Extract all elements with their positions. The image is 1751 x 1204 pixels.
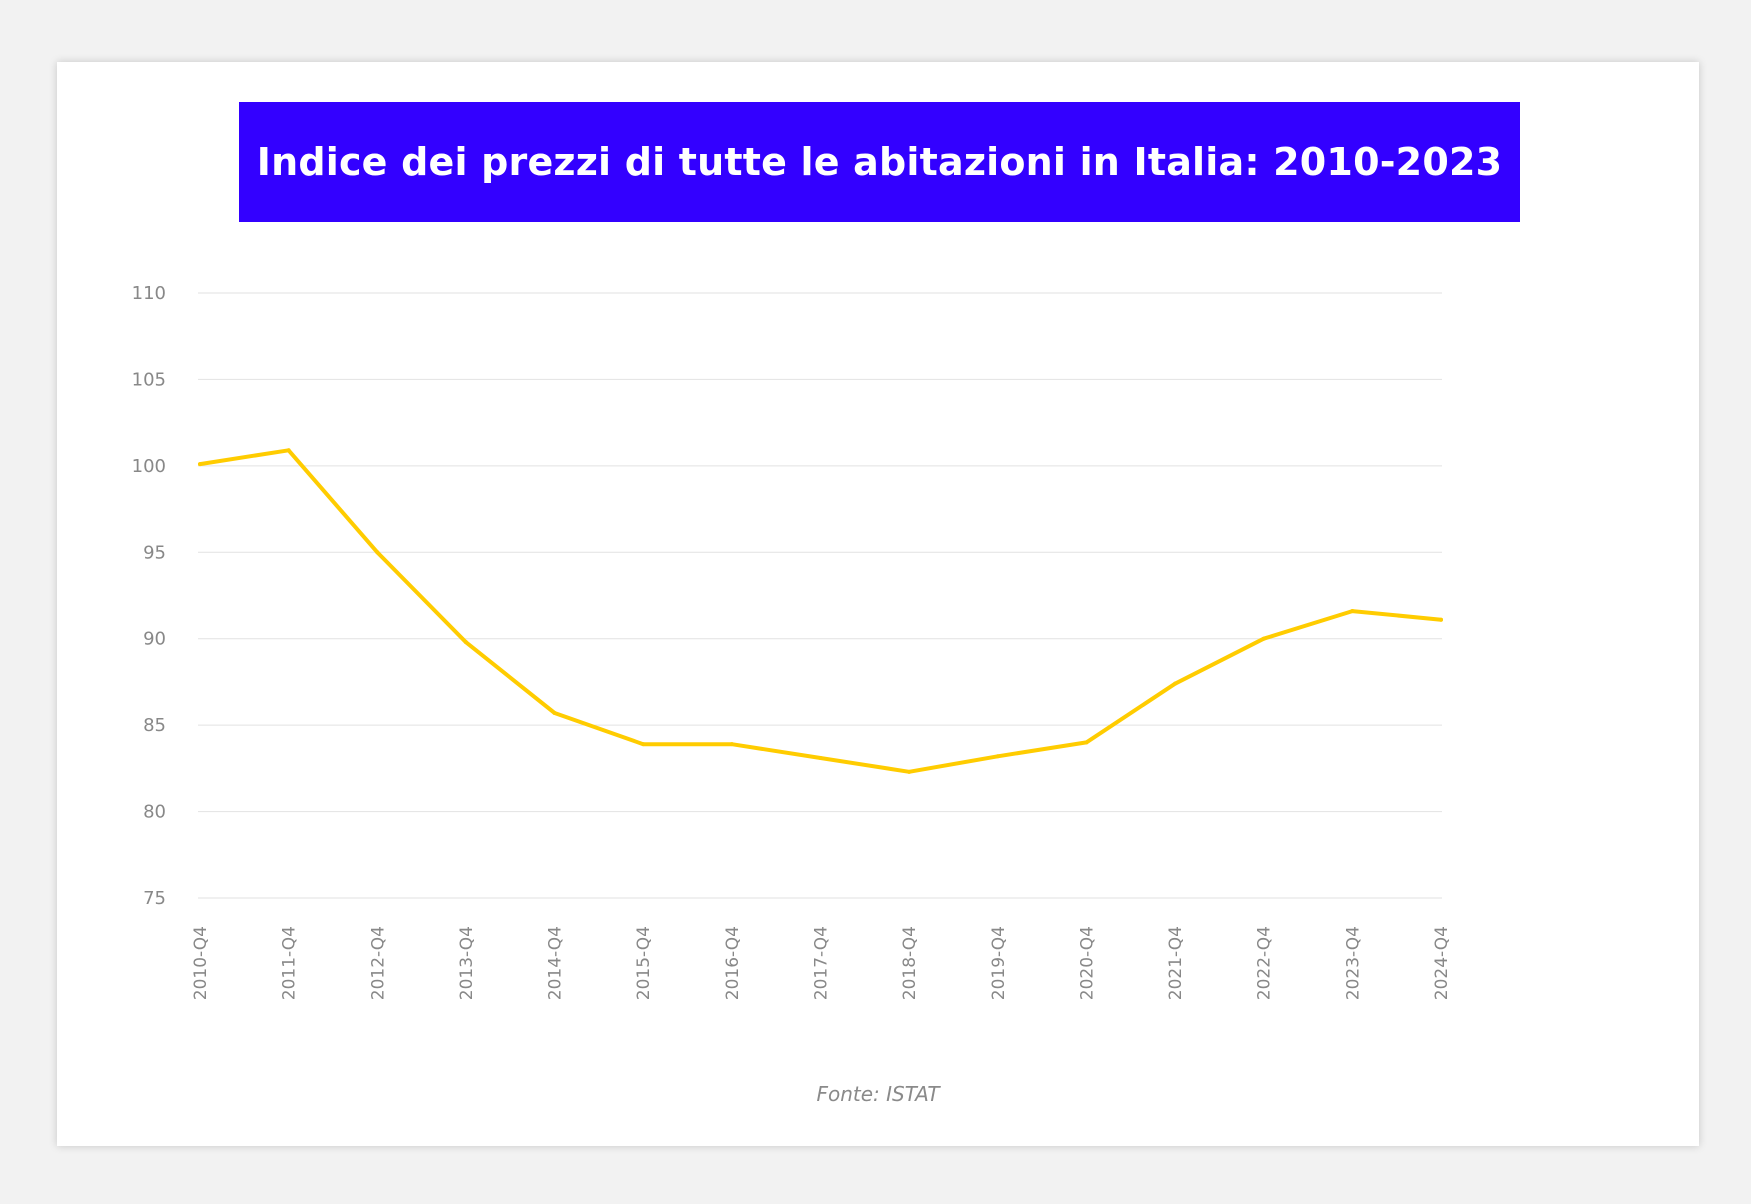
data-point: [198, 462, 202, 467]
data-point: [463, 640, 468, 645]
source-note: Fonte: ISTAT: [816, 1082, 940, 1106]
data-point: [375, 550, 380, 555]
y-tick-label: 110: [132, 283, 166, 304]
y-tick-label: 90: [143, 629, 166, 650]
x-tick-label: 2020-Q4: [1077, 926, 1097, 1000]
x-tick-label: 2010-Q4: [191, 926, 211, 1000]
x-tick-label: 2017-Q4: [812, 926, 832, 1000]
data-point: [729, 742, 734, 747]
data-point: [818, 755, 823, 760]
data-point: [907, 769, 912, 774]
y-tick-label: 105: [132, 369, 166, 390]
chart-title: Indice dei prezzi di tutte le abitazioni…: [256, 140, 1503, 184]
data-point: [1084, 740, 1089, 745]
data-point: [286, 448, 291, 453]
y-tick-label: 80: [143, 802, 166, 823]
x-axis-ticks: 2010-Q4 2011-Q4 2012-Q4 2013-Q4 2014-Q4 2015-…: [191, 926, 1452, 1000]
title-banner: Indice dei prezzi di tutte le abitazioni…: [239, 102, 1520, 222]
x-tick-label: 2023-Q4: [1343, 926, 1363, 1000]
y-tick-label: 95: [143, 542, 166, 563]
x-tick-label: 2011-Q4: [280, 926, 300, 1000]
series-line: [198, 448, 1443, 774]
x-tick-label: 2012-Q4: [368, 926, 388, 1000]
y-tick-label: 85: [143, 715, 166, 736]
data-point: [1173, 681, 1178, 686]
y-axis-ticks: 75 80 85 90 95 100 105 110: [132, 283, 166, 909]
x-tick-label: 2015-Q4: [634, 926, 654, 1000]
chart-card: Indice dei prezzi di tutte le abitazioni…: [57, 62, 1699, 1146]
data-point: [641, 742, 646, 747]
data-point: [1439, 617, 1443, 622]
x-tick-label: 2018-Q4: [900, 926, 920, 1000]
x-tick-label: 2021-Q4: [1166, 926, 1186, 1000]
x-tick-label: 2016-Q4: [723, 926, 743, 1000]
data-point: [1350, 609, 1355, 614]
data-point: [1261, 636, 1266, 641]
x-tick-label: 2014-Q4: [546, 926, 566, 1000]
x-tick-label: 2022-Q4: [1255, 926, 1275, 1000]
y-tick-label: 75: [143, 888, 166, 909]
x-tick-label: 2024-Q4: [1432, 926, 1452, 1000]
data-point: [552, 711, 557, 716]
x-tick-label: 2019-Q4: [989, 926, 1009, 1000]
series-layer: [198, 448, 1443, 774]
gridlines: [198, 292, 1442, 899]
x-tick-label: 2013-Q4: [457, 926, 477, 1000]
data-point: [995, 754, 1000, 759]
y-tick-label: 100: [132, 456, 166, 477]
line-chart: 75 80 85 90 95 100 105 110 2010-Q4 2011-Q4 2012-Q…: [132, 283, 1452, 1000]
